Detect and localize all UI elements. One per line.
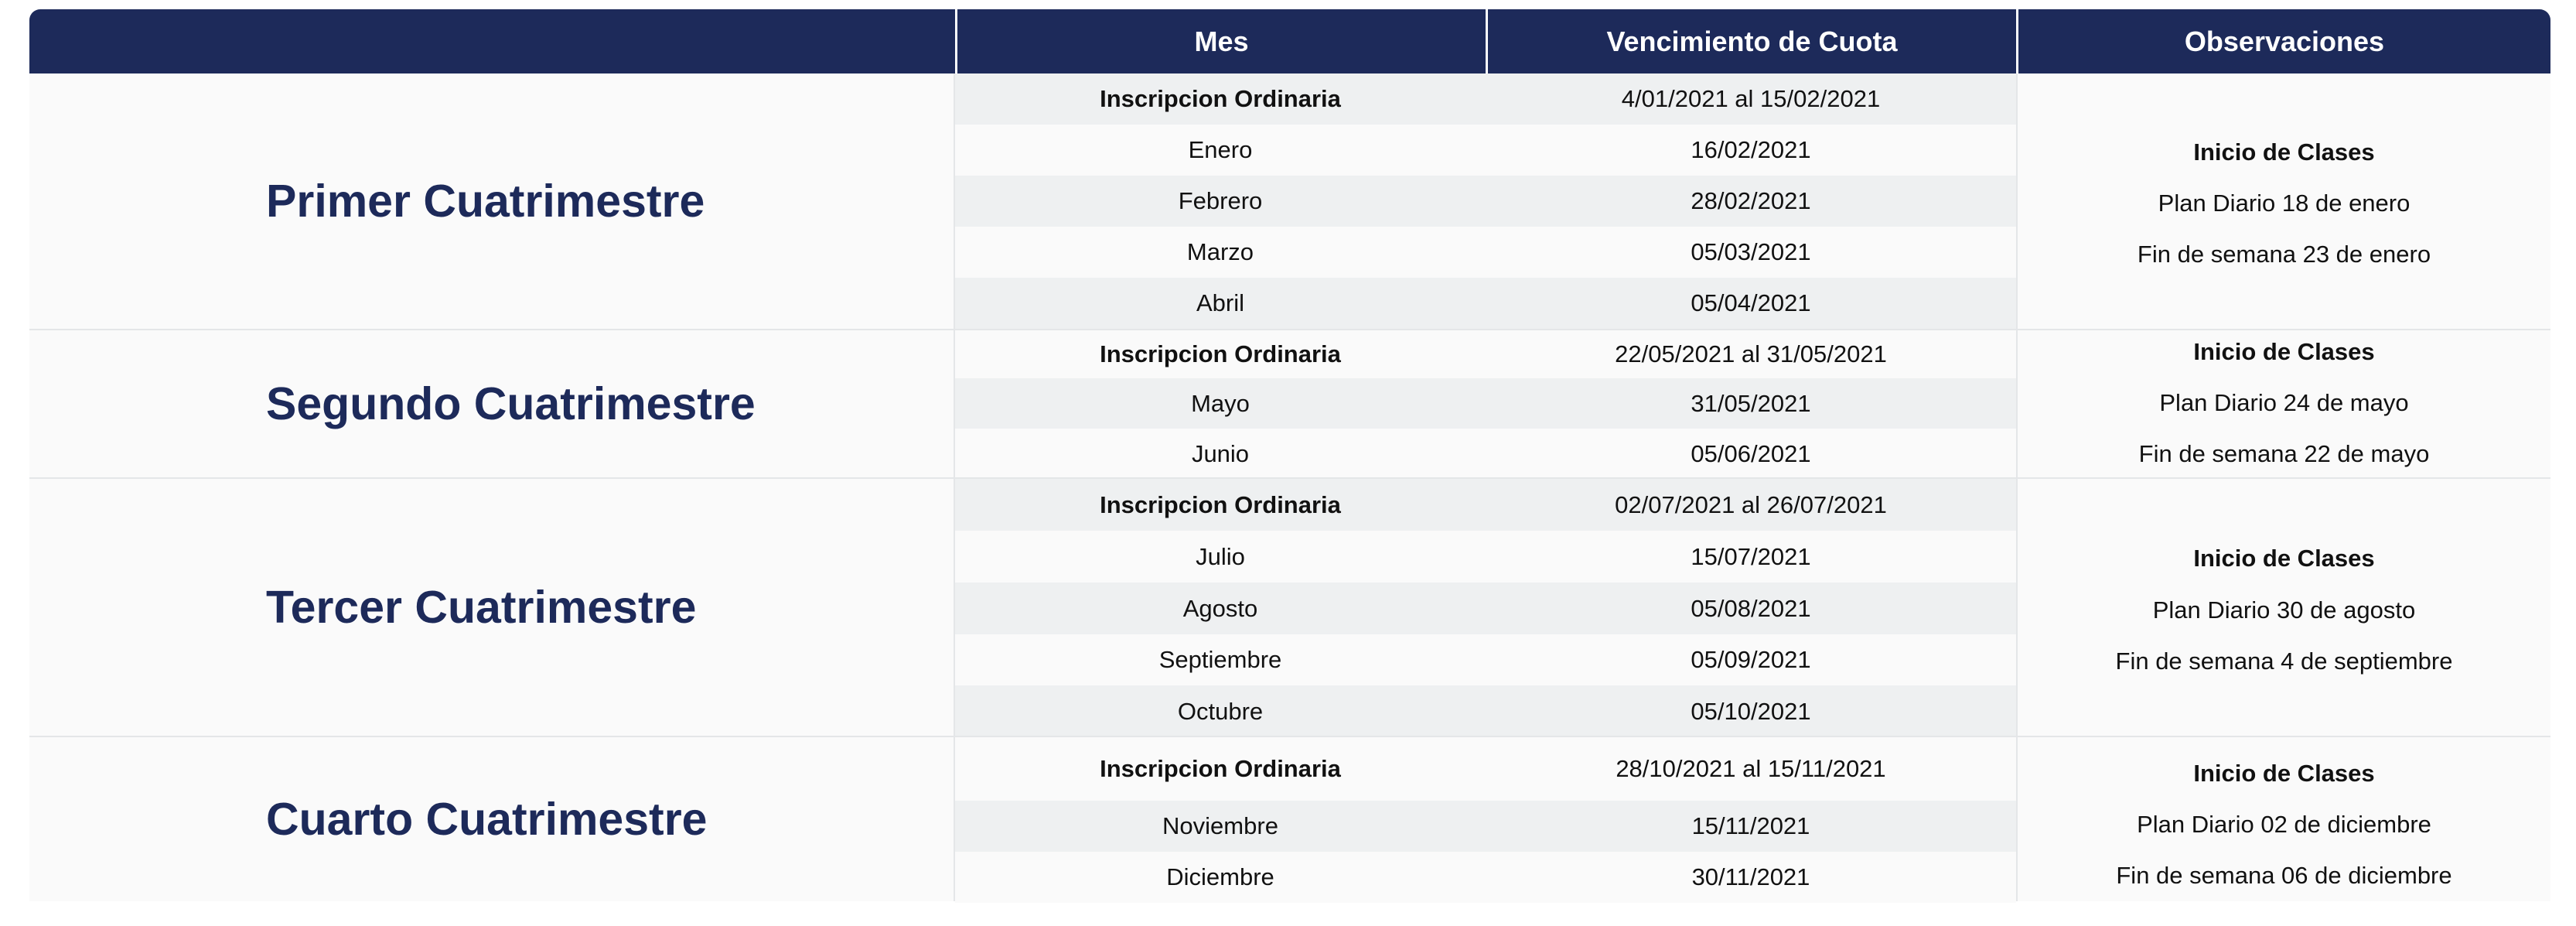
- vencimiento-cell: 05/03/2021: [1691, 238, 1811, 265]
- mes-cell: Junio: [1191, 439, 1250, 467]
- mes-cell: Inscripcion Ordinaria: [1100, 490, 1341, 518]
- vencimiento-cell: 05/08/2021: [1691, 594, 1811, 622]
- vencimiento-cell: 28/02/2021: [1691, 187, 1811, 214]
- section-tercer-cuatrimestre: Tercer Cuatrimestre Inscripcion Ordinari…: [29, 477, 2550, 737]
- table-row: Diciembre 30/11/2021: [955, 852, 2016, 903]
- observaciones-cell: Inicio de Clases Plan Diario 30 de agost…: [2016, 479, 2550, 736]
- obs-plan-diario: Plan Diario 18 de enero: [2158, 190, 2411, 217]
- section-cuarto-cuatrimestre: Cuarto Cuatrimestre Inscripcion Ordinari…: [29, 736, 2550, 903]
- vencimiento-cell: 15/07/2021: [1691, 542, 1811, 570]
- obs-fin-de-semana: Fin de semana 22 de mayo: [2138, 440, 2430, 467]
- vencimiento-cell: 28/10/2021 al 15/11/2021: [1616, 755, 1886, 782]
- obs-inicio-clases: Inicio de Clases: [2193, 545, 2375, 572]
- table-row: Enero 16/02/2021: [955, 125, 2016, 176]
- table-row: Septiembre 05/09/2021: [955, 634, 2016, 685]
- mes-cell: Inscripcion Ordinaria: [1100, 85, 1341, 112]
- mes-cell: Mayo: [1191, 389, 1250, 417]
- rows: Inscripcion Ordinaria 22/05/2021 al 31/0…: [955, 330, 2016, 479]
- vencimiento-cell: 05/04/2021: [1691, 289, 1811, 316]
- mes-cell: Octubre: [1177, 697, 1264, 725]
- obs-fin-de-semana: Fin de semana 23 de enero: [2137, 241, 2431, 268]
- header-observaciones: Observaciones: [2016, 9, 2550, 73]
- table-row: Agosto 05/08/2021: [955, 583, 2016, 634]
- obs-inicio-clases: Inicio de Clases: [2193, 138, 2375, 166]
- section-title: Primer Cuatrimestre: [29, 73, 955, 329]
- mes-cell: Enero: [1188, 136, 1253, 163]
- mes-cell: Inscripcion Ordinaria: [1100, 340, 1341, 367]
- rows: Inscripcion Ordinaria 4/01/2021 al 15/02…: [955, 73, 2016, 329]
- mes-cell: Septiembre: [1158, 646, 1282, 673]
- vencimiento-cell: 22/05/2021 al 31/05/2021: [1615, 340, 1887, 367]
- mes-cell: Diciembre: [1166, 863, 1274, 890]
- mes-cell: Julio: [1196, 542, 1245, 570]
- table-row: Abril 05/04/2021: [955, 278, 2016, 329]
- mes-cell: Noviembre: [1162, 812, 1278, 839]
- observaciones-cell: Inicio de Clases Plan Diario 24 de mayo …: [2016, 330, 2550, 477]
- mes-cell: Marzo: [1186, 238, 1254, 265]
- table-row: Octubre 05/10/2021: [955, 685, 2016, 737]
- section-primer-cuatrimestre: Primer Cuatrimestre Inscripcion Ordinari…: [29, 73, 2550, 329]
- observaciones-cell: Inicio de Clases Plan Diario 02 de dicie…: [2016, 737, 2550, 901]
- vencimiento-cell: 31/05/2021: [1691, 389, 1811, 417]
- vencimiento-cell: 4/01/2021 al 15/02/2021: [1621, 85, 1881, 112]
- table-row: Mayo 31/05/2021: [955, 378, 2016, 429]
- mes-cell: Abril: [1196, 289, 1244, 316]
- vencimiento-cell: 16/02/2021: [1691, 136, 1811, 163]
- vencimiento-cell: 05/06/2021: [1691, 439, 1811, 467]
- table-row: Inscripcion Ordinaria 4/01/2021 al 15/02…: [955, 73, 2016, 125]
- rows: Inscripcion Ordinaria 28/10/2021 al 15/1…: [955, 737, 2016, 903]
- table-row: Noviembre 15/11/2021: [955, 801, 2016, 852]
- header-vencimiento: Vencimiento de Cuota: [1486, 9, 2016, 73]
- vencimiento-cell: 02/07/2021 al 26/07/2021: [1615, 490, 1887, 518]
- vencimiento-cell: 30/11/2021: [1691, 863, 1810, 890]
- obs-inicio-clases: Inicio de Clases: [2193, 338, 2375, 365]
- table-row: Inscripcion Ordinaria 22/05/2021 al 31/0…: [955, 330, 2016, 378]
- table-row: Inscripcion Ordinaria 28/10/2021 al 15/1…: [955, 737, 2016, 801]
- section-title: Segundo Cuatrimestre: [29, 330, 955, 477]
- table-row: Febrero 28/02/2021: [955, 176, 2016, 227]
- obs-plan-diario: Plan Diario 24 de mayo: [2159, 389, 2409, 416]
- section-title: Tercer Cuatrimestre: [29, 479, 955, 736]
- schedule-table: Mes Vencimiento de Cuota Observaciones P…: [29, 9, 2550, 903]
- observaciones-cell: Inicio de Clases Plan Diario 18 de enero…: [2016, 73, 2550, 329]
- vencimiento-cell: 15/11/2021: [1691, 812, 1810, 839]
- vencimiento-cell: 05/10/2021: [1691, 697, 1811, 725]
- table-row: Inscripcion Ordinaria 02/07/2021 al 26/0…: [955, 479, 2016, 531]
- vencimiento-cell: 05/09/2021: [1691, 646, 1811, 673]
- obs-fin-de-semana: Fin de semana 4 de septiembre: [2115, 648, 2453, 675]
- obs-fin-de-semana: Fin de semana 06 de diciembre: [2116, 862, 2452, 889]
- table-row: Marzo 05/03/2021: [955, 227, 2016, 278]
- mes-cell: Agosto: [1182, 594, 1258, 622]
- obs-inicio-clases: Inicio de Clases: [2193, 760, 2375, 787]
- section-title: Cuarto Cuatrimestre: [29, 737, 955, 901]
- header-empty-cell: [29, 9, 955, 73]
- header-mes: Mes: [955, 9, 1486, 73]
- obs-plan-diario: Plan Diario 02 de diciembre: [2137, 811, 2431, 838]
- mes-cell: Inscripcion Ordinaria: [1100, 755, 1341, 782]
- table-row: Julio 15/07/2021: [955, 531, 2016, 583]
- table-header: Mes Vencimiento de Cuota Observaciones: [29, 9, 2550, 73]
- rows: Inscripcion Ordinaria 02/07/2021 al 26/0…: [955, 479, 2016, 737]
- section-segundo-cuatrimestre: Segundo Cuatrimestre Inscripcion Ordinar…: [29, 329, 2550, 479]
- table-row: Junio 05/06/2021: [955, 429, 2016, 479]
- mes-cell: Febrero: [1178, 187, 1263, 214]
- obs-plan-diario: Plan Diario 30 de agosto: [2152, 596, 2416, 624]
